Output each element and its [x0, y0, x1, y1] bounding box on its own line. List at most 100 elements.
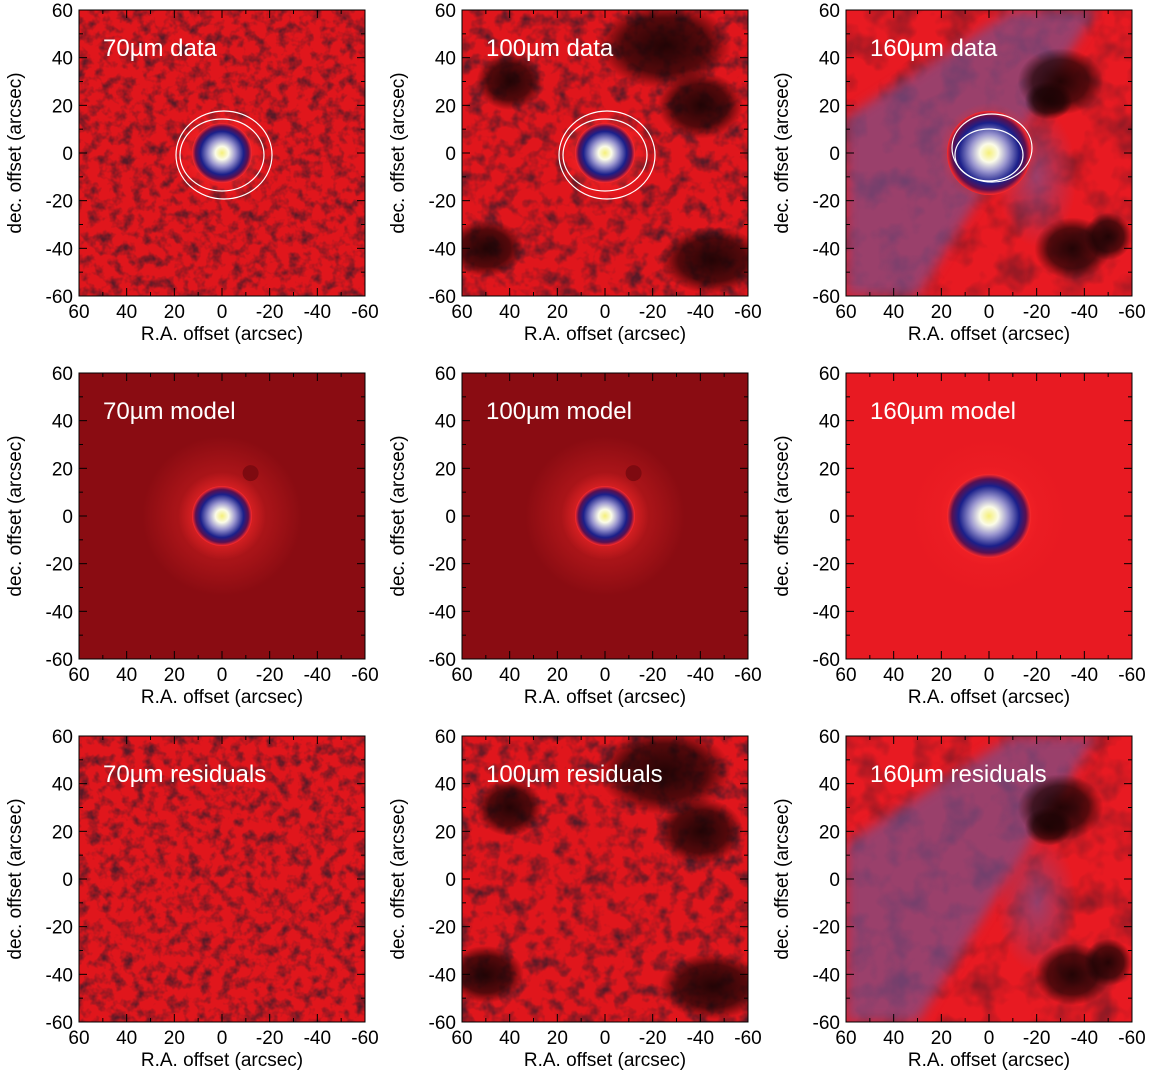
- heatmap-image: [79, 736, 365, 1022]
- x-tick-label: 60: [451, 665, 472, 686]
- companion-source: [242, 465, 259, 482]
- y-axis-label: dec. offset (arcsec): [772, 72, 793, 233]
- dust-patch: [1024, 81, 1073, 120]
- y-axis-label: dec. offset (arcsec): [5, 72, 26, 233]
- source-core: [192, 486, 252, 546]
- noise-texture: [79, 736, 365, 1022]
- y-tick-label: -40: [46, 239, 73, 260]
- y-tick-label: 20: [819, 822, 840, 843]
- y-tick-label: -40: [46, 602, 73, 623]
- heatmap-image: [79, 373, 365, 659]
- contour-inner: [562, 118, 648, 192]
- y-tick-label: -60: [46, 650, 73, 671]
- x-tick-label: 0: [600, 302, 611, 323]
- x-tick-label: -40: [304, 665, 331, 686]
- x-tick-label: -20: [639, 1028, 666, 1049]
- y-tick-label: -60: [46, 1013, 73, 1034]
- x-tick-label: -40: [1071, 302, 1098, 323]
- x-tick-label: 0: [600, 665, 611, 686]
- companion-source: [625, 465, 642, 482]
- source-core: [947, 474, 1031, 558]
- y-tick-label: 60: [52, 727, 73, 748]
- x-tick-label: -20: [256, 1028, 283, 1049]
- y-tick-label: 40: [52, 412, 73, 433]
- y-tick-label: 60: [52, 1, 73, 22]
- y-tick-label: 60: [435, 1, 456, 22]
- x-tick-label: 20: [164, 665, 185, 686]
- x-tick-label: -60: [351, 302, 378, 323]
- y-tick-label: 20: [819, 459, 840, 480]
- y-tick-label: 60: [435, 364, 456, 385]
- x-tick-label: -20: [1023, 665, 1050, 686]
- y-tick-label: 40: [435, 412, 456, 433]
- dust-patch: [657, 797, 744, 865]
- heatmap-image: [846, 736, 1132, 1022]
- x-tick-label: -60: [734, 302, 761, 323]
- contour-inner: [179, 118, 265, 192]
- x-tick-label: 60: [68, 665, 89, 686]
- y-tick-label: 0: [445, 507, 456, 528]
- y-tick-label: -60: [429, 287, 456, 308]
- y-tick-label: -40: [429, 239, 456, 260]
- source-core: [947, 111, 1031, 195]
- x-tick-label: 40: [499, 302, 520, 323]
- dust-patch: [1024, 807, 1073, 846]
- y-tick-label: -40: [429, 602, 456, 623]
- y-tick-label: 0: [62, 144, 73, 165]
- contour-outer: [951, 113, 1033, 183]
- x-tick-label: -40: [304, 302, 331, 323]
- x-tick-label: 60: [68, 1028, 89, 1049]
- y-tick-label: 20: [52, 822, 73, 843]
- x-tick-label: -60: [734, 665, 761, 686]
- x-tick-label: 60: [835, 302, 856, 323]
- source-core: [192, 123, 252, 183]
- y-tick-label: -20: [46, 192, 73, 213]
- y-tick-label: 60: [819, 1, 840, 22]
- heatmap-image: [462, 373, 748, 659]
- x-tick-label: -20: [639, 302, 666, 323]
- y-tick-label: 20: [819, 96, 840, 117]
- panel-title: 100µm data: [486, 35, 614, 62]
- x-tick-label: -40: [687, 1028, 714, 1049]
- y-axis-label: dec. offset (arcsec): [5, 435, 26, 596]
- x-axis-label: R.A. offset (arcsec): [141, 687, 303, 708]
- heatmap-image: [462, 736, 748, 1022]
- y-tick-label: 20: [52, 96, 73, 117]
- x-tick-label: -40: [1071, 665, 1098, 686]
- x-tick-label: 40: [883, 665, 904, 686]
- y-axis-label: dec. offset (arcsec): [772, 798, 793, 959]
- y-tick-label: -60: [813, 287, 840, 308]
- panel-title: 70µm model: [103, 398, 236, 425]
- dust-patch: [597, 10, 732, 89]
- y-tick-label: -20: [46, 555, 73, 576]
- x-tick-label: 60: [451, 1028, 472, 1049]
- y-axis-label: dec. offset (arcsec): [388, 798, 409, 959]
- y-tick-label: 40: [52, 775, 73, 796]
- contour-outer: [175, 110, 273, 200]
- x-tick-label: -20: [639, 665, 666, 686]
- heatmap-image: [462, 10, 748, 296]
- y-tick-label: -20: [813, 555, 840, 576]
- y-tick-label: -40: [813, 965, 840, 986]
- panel-title: 160µm residuals: [870, 761, 1047, 788]
- x-tick-label: 0: [984, 302, 995, 323]
- x-tick-label: 20: [547, 302, 568, 323]
- x-tick-label: 60: [68, 302, 89, 323]
- y-tick-label: -20: [429, 555, 456, 576]
- x-tick-label: 20: [164, 1028, 185, 1049]
- y-tick-label: -20: [813, 918, 840, 939]
- x-tick-label: -20: [256, 302, 283, 323]
- x-axis-label: R.A. offset (arcsec): [141, 324, 303, 345]
- y-tick-label: -40: [429, 965, 456, 986]
- x-tick-label: 40: [116, 665, 137, 686]
- y-tick-label: -20: [429, 192, 456, 213]
- y-tick-label: 0: [445, 144, 456, 165]
- dust-patch: [1084, 212, 1132, 261]
- y-tick-label: -60: [813, 1013, 840, 1034]
- x-tick-label: -60: [1118, 665, 1145, 686]
- y-tick-label: -20: [429, 918, 456, 939]
